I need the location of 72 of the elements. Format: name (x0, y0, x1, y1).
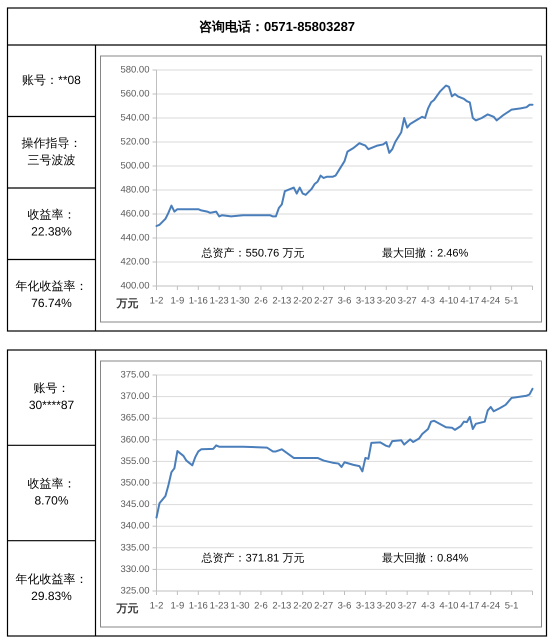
annotation: 总资产：371.81 万元 (200, 552, 304, 565)
y-tick-label: 365.00 (120, 412, 150, 424)
y-axis-title: 万元 (116, 298, 138, 310)
x-tick-label: 2-20 (293, 600, 312, 612)
x-tick-label: 1-9 (170, 600, 184, 612)
annotation: 最大回撤：0.84% (382, 552, 469, 565)
y-tick-label: 420.00 (120, 256, 150, 268)
x-tick-label: 1-30 (230, 600, 250, 612)
y-tick-label: 520.00 (120, 136, 150, 148)
y-tick-label: 375.00 (120, 370, 150, 381)
y-tick-label: 480.00 (120, 184, 150, 196)
y-tick-label: 340.00 (120, 520, 150, 532)
text: 操作指导：三号波波 (22, 136, 82, 167)
x-tick-label: 2-6 (254, 296, 268, 307)
text: 收益率：22.38% (28, 207, 76, 238)
y-tick-label: 360.00 (120, 434, 150, 446)
y-tick-label: 355.00 (120, 456, 150, 467)
y-tick-label: 500.00 (120, 160, 150, 172)
text: 年化收益率：29.83% (16, 572, 88, 604)
x-tick-label: 5-1 (504, 296, 518, 307)
y-tick-label: 350.00 (120, 478, 150, 489)
x-tick-label: 2-13 (272, 600, 292, 612)
x-tick-label: 1-9 (170, 296, 184, 307)
x-tick-label: 3-13 (356, 600, 375, 612)
y-tick-label: 330.00 (120, 564, 150, 575)
x-tick-label: 4-10 (439, 296, 458, 307)
x-tick-label: 3-6 (338, 600, 352, 612)
x-tick-label: 3-27 (398, 600, 417, 612)
x-tick-label: 2-13 (272, 296, 292, 307)
x-tick-label: 3-20 (376, 296, 396, 307)
x-tick-label: 1-16 (188, 600, 208, 612)
y-tick-label: 560.00 (120, 88, 150, 100)
x-tick-label: 4-24 (481, 296, 500, 307)
y-tick-label: 345.00 (120, 499, 150, 510)
x-tick-label: 3-6 (338, 296, 352, 307)
x-tick-label: 4-17 (460, 600, 480, 612)
text: 收益率：8.70% (28, 476, 76, 508)
annotation: 最大回撤：2.46% (382, 246, 469, 260)
x-tick-label: 3-27 (398, 296, 417, 307)
x-tick-label: 1-2 (150, 600, 164, 612)
x-tick-label: 2-6 (254, 600, 268, 612)
x-tick-label: 1-23 (210, 600, 229, 612)
annotation: 总资产：550.76 万元 (200, 246, 304, 260)
x-tick-label: 1-2 (150, 296, 164, 307)
x-tick-label: 2-27 (314, 600, 334, 612)
text: 咨询电话：0571-85803287 (198, 18, 356, 34)
y-tick-label: 580.00 (120, 64, 150, 76)
x-tick-label: 1-23 (210, 296, 229, 307)
y-tick-label: 540.00 (120, 112, 150, 124)
text: 账号：30****87 (28, 381, 75, 412)
text: 年化收益率：76.74% (16, 278, 88, 310)
x-tick-label: 4-10 (439, 600, 458, 612)
y-tick-label: 460.00 (120, 208, 150, 220)
x-tick-label: 4-24 (481, 600, 500, 612)
x-tick-label: 1-30 (230, 296, 250, 307)
x-tick-label: 2-27 (314, 296, 334, 307)
y-tick-label: 335.00 (120, 542, 150, 554)
y-tick-label: 325.00 (120, 586, 150, 597)
text: 账号：**08 (22, 72, 82, 87)
y-axis-title: 万元 (116, 602, 138, 615)
x-tick-label: 1-16 (188, 296, 208, 307)
y-tick-label: 400.00 (120, 280, 150, 292)
y-tick-label: 440.00 (120, 232, 150, 244)
x-tick-label: 4-17 (460, 296, 480, 307)
line-series (156, 84, 534, 227)
x-tick-label: 4-3 (421, 600, 435, 612)
x-tick-label: 3-20 (376, 600, 396, 612)
x-tick-label: 4-3 (421, 296, 435, 307)
y-tick-label: 370.00 (120, 391, 150, 402)
x-tick-label: 2-20 (293, 296, 312, 307)
x-tick-label: 5-1 (504, 600, 518, 612)
x-tick-label: 3-13 (356, 296, 375, 307)
